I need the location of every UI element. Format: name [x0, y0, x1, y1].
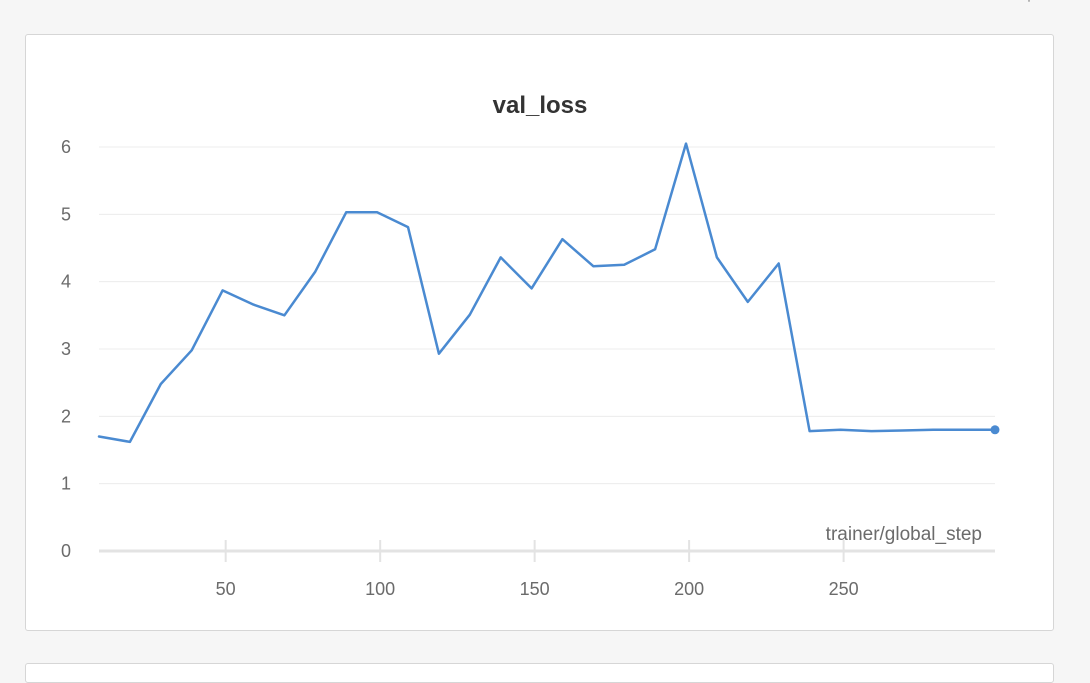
y-tick-label: 4 — [61, 272, 71, 292]
y-axis-ticks: 0 1 2 3 4 5 6 — [61, 137, 71, 561]
series-end-point — [990, 425, 1000, 435]
x-tick-label: 200 — [674, 579, 704, 599]
next-chart-panel — [25, 663, 1054, 683]
y-tick-label: 6 — [61, 137, 71, 157]
chart-panel: 0 1 2 3 4 5 6 50 100 150 200 250 val_loss trainer/… — [25, 34, 1054, 631]
grid-lines — [99, 146, 995, 485]
y-tick-label: 5 — [61, 204, 71, 224]
y-tick-label: 1 — [61, 474, 71, 494]
y-tick-label: 3 — [61, 339, 71, 359]
x-tick-label: 50 — [216, 579, 236, 599]
x-tick-label: 150 — [520, 579, 550, 599]
x-axis-label: trainer/global_step — [826, 524, 982, 545]
series-layer — [97, 142, 1000, 444]
corner-handle — [1028, 0, 1030, 2]
x-axis-ticks: 50 100 150 200 250 — [216, 540, 859, 599]
chart-title: val_loss — [493, 92, 588, 119]
y-tick-label: 2 — [61, 406, 71, 426]
y-tick-label: 0 — [61, 541, 71, 561]
val-loss-chart: 0 1 2 3 4 5 6 50 100 150 200 250 val_loss trainer/… — [61, 92, 1000, 599]
x-tick-label: 250 — [829, 579, 859, 599]
x-tick-label: 100 — [365, 579, 395, 599]
series-line — [97, 142, 997, 444]
